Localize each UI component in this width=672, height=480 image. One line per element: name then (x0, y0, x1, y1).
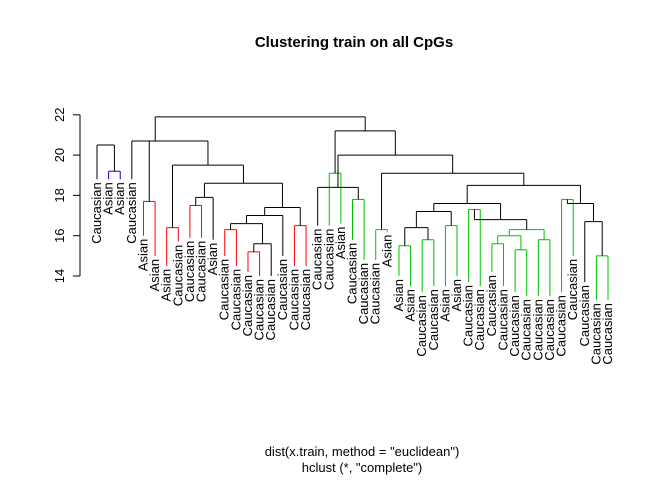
y-tick-label: 18 (52, 188, 67, 202)
leaf-label: Asian (379, 235, 394, 268)
hclust-subtitle: hclust (*, "complete") (302, 460, 423, 475)
leaf-label: Asian (159, 269, 174, 302)
leaf-label: Asian (391, 279, 406, 312)
chart-title: Clustering train on all CpGs (255, 34, 453, 51)
leaf-label: Caucasian (588, 303, 603, 364)
leaf-label: Caucasian (170, 245, 185, 306)
leaf-label: Asian (135, 239, 150, 272)
y-axis: 14 16 18 20 22 (52, 108, 81, 283)
leaf-label: Caucasian (182, 241, 197, 302)
leaf-label: Caucasian (368, 263, 383, 324)
leaf-label: Caucasian (286, 269, 301, 330)
leaf-label: Caucasian (310, 229, 325, 290)
leaf-label: Caucasian (495, 289, 510, 350)
leaf-label: Caucasian (426, 289, 441, 350)
leaf-label: Caucasian (228, 269, 243, 330)
leaf-label: Caucasian (472, 289, 487, 350)
y-tick-label: 14 (52, 269, 67, 283)
leaf-label: Asian (205, 243, 220, 276)
leaf-label: Caucasian (124, 182, 139, 243)
leaf-label: Caucasian (414, 295, 429, 356)
leaf-label: Caucasian (565, 259, 580, 320)
leaf-label: Caucasian (461, 285, 476, 346)
leaf-label: Asian (449, 279, 464, 312)
leaf-label: Caucasian (554, 295, 569, 356)
leaf-label: Asian (437, 289, 452, 322)
leaf-label: Caucasian (356, 263, 371, 324)
leaf-label: Caucasian (263, 279, 278, 340)
leaf-label: Caucasian (298, 269, 313, 330)
y-tick-label: 22 (52, 108, 67, 122)
leaf-label: Caucasian (89, 182, 104, 243)
leaf-labels: CaucasianAsianAsianCaucasianAsianAsianAs… (89, 182, 615, 364)
leaf-label: Caucasian (519, 299, 534, 360)
y-tick-label: 20 (52, 148, 67, 162)
leaf-label: Caucasian (530, 299, 545, 360)
leaf-label: Caucasian (240, 275, 255, 336)
leaf-label: Caucasian (345, 243, 360, 304)
leaf-label: Asian (101, 182, 116, 215)
leaf-label: Caucasian (484, 275, 499, 336)
y-tick-label: 16 (52, 228, 67, 242)
leaf-label: Caucasian (577, 285, 592, 346)
leaf-label: Caucasian (252, 279, 267, 340)
leaf-label: Caucasian (275, 259, 290, 320)
leaf-label: Caucasian (217, 259, 232, 320)
leaf-label: Caucasian (600, 303, 615, 364)
leaf-label: Asian (403, 289, 418, 322)
leaf-label: Asian (112, 182, 127, 215)
leaf-label: Caucasian (194, 241, 209, 302)
leaf-label: Caucasian (542, 299, 557, 360)
leaf-label: Caucasian (321, 229, 336, 290)
leaf-label: Asian (147, 259, 162, 292)
dendrogram-tree (96, 116, 609, 301)
x-axis-label: dist(x.train, method = "euclidean") (265, 444, 460, 459)
leaf-label: Asian (333, 227, 348, 260)
leaf-label: Caucasian (507, 295, 522, 356)
